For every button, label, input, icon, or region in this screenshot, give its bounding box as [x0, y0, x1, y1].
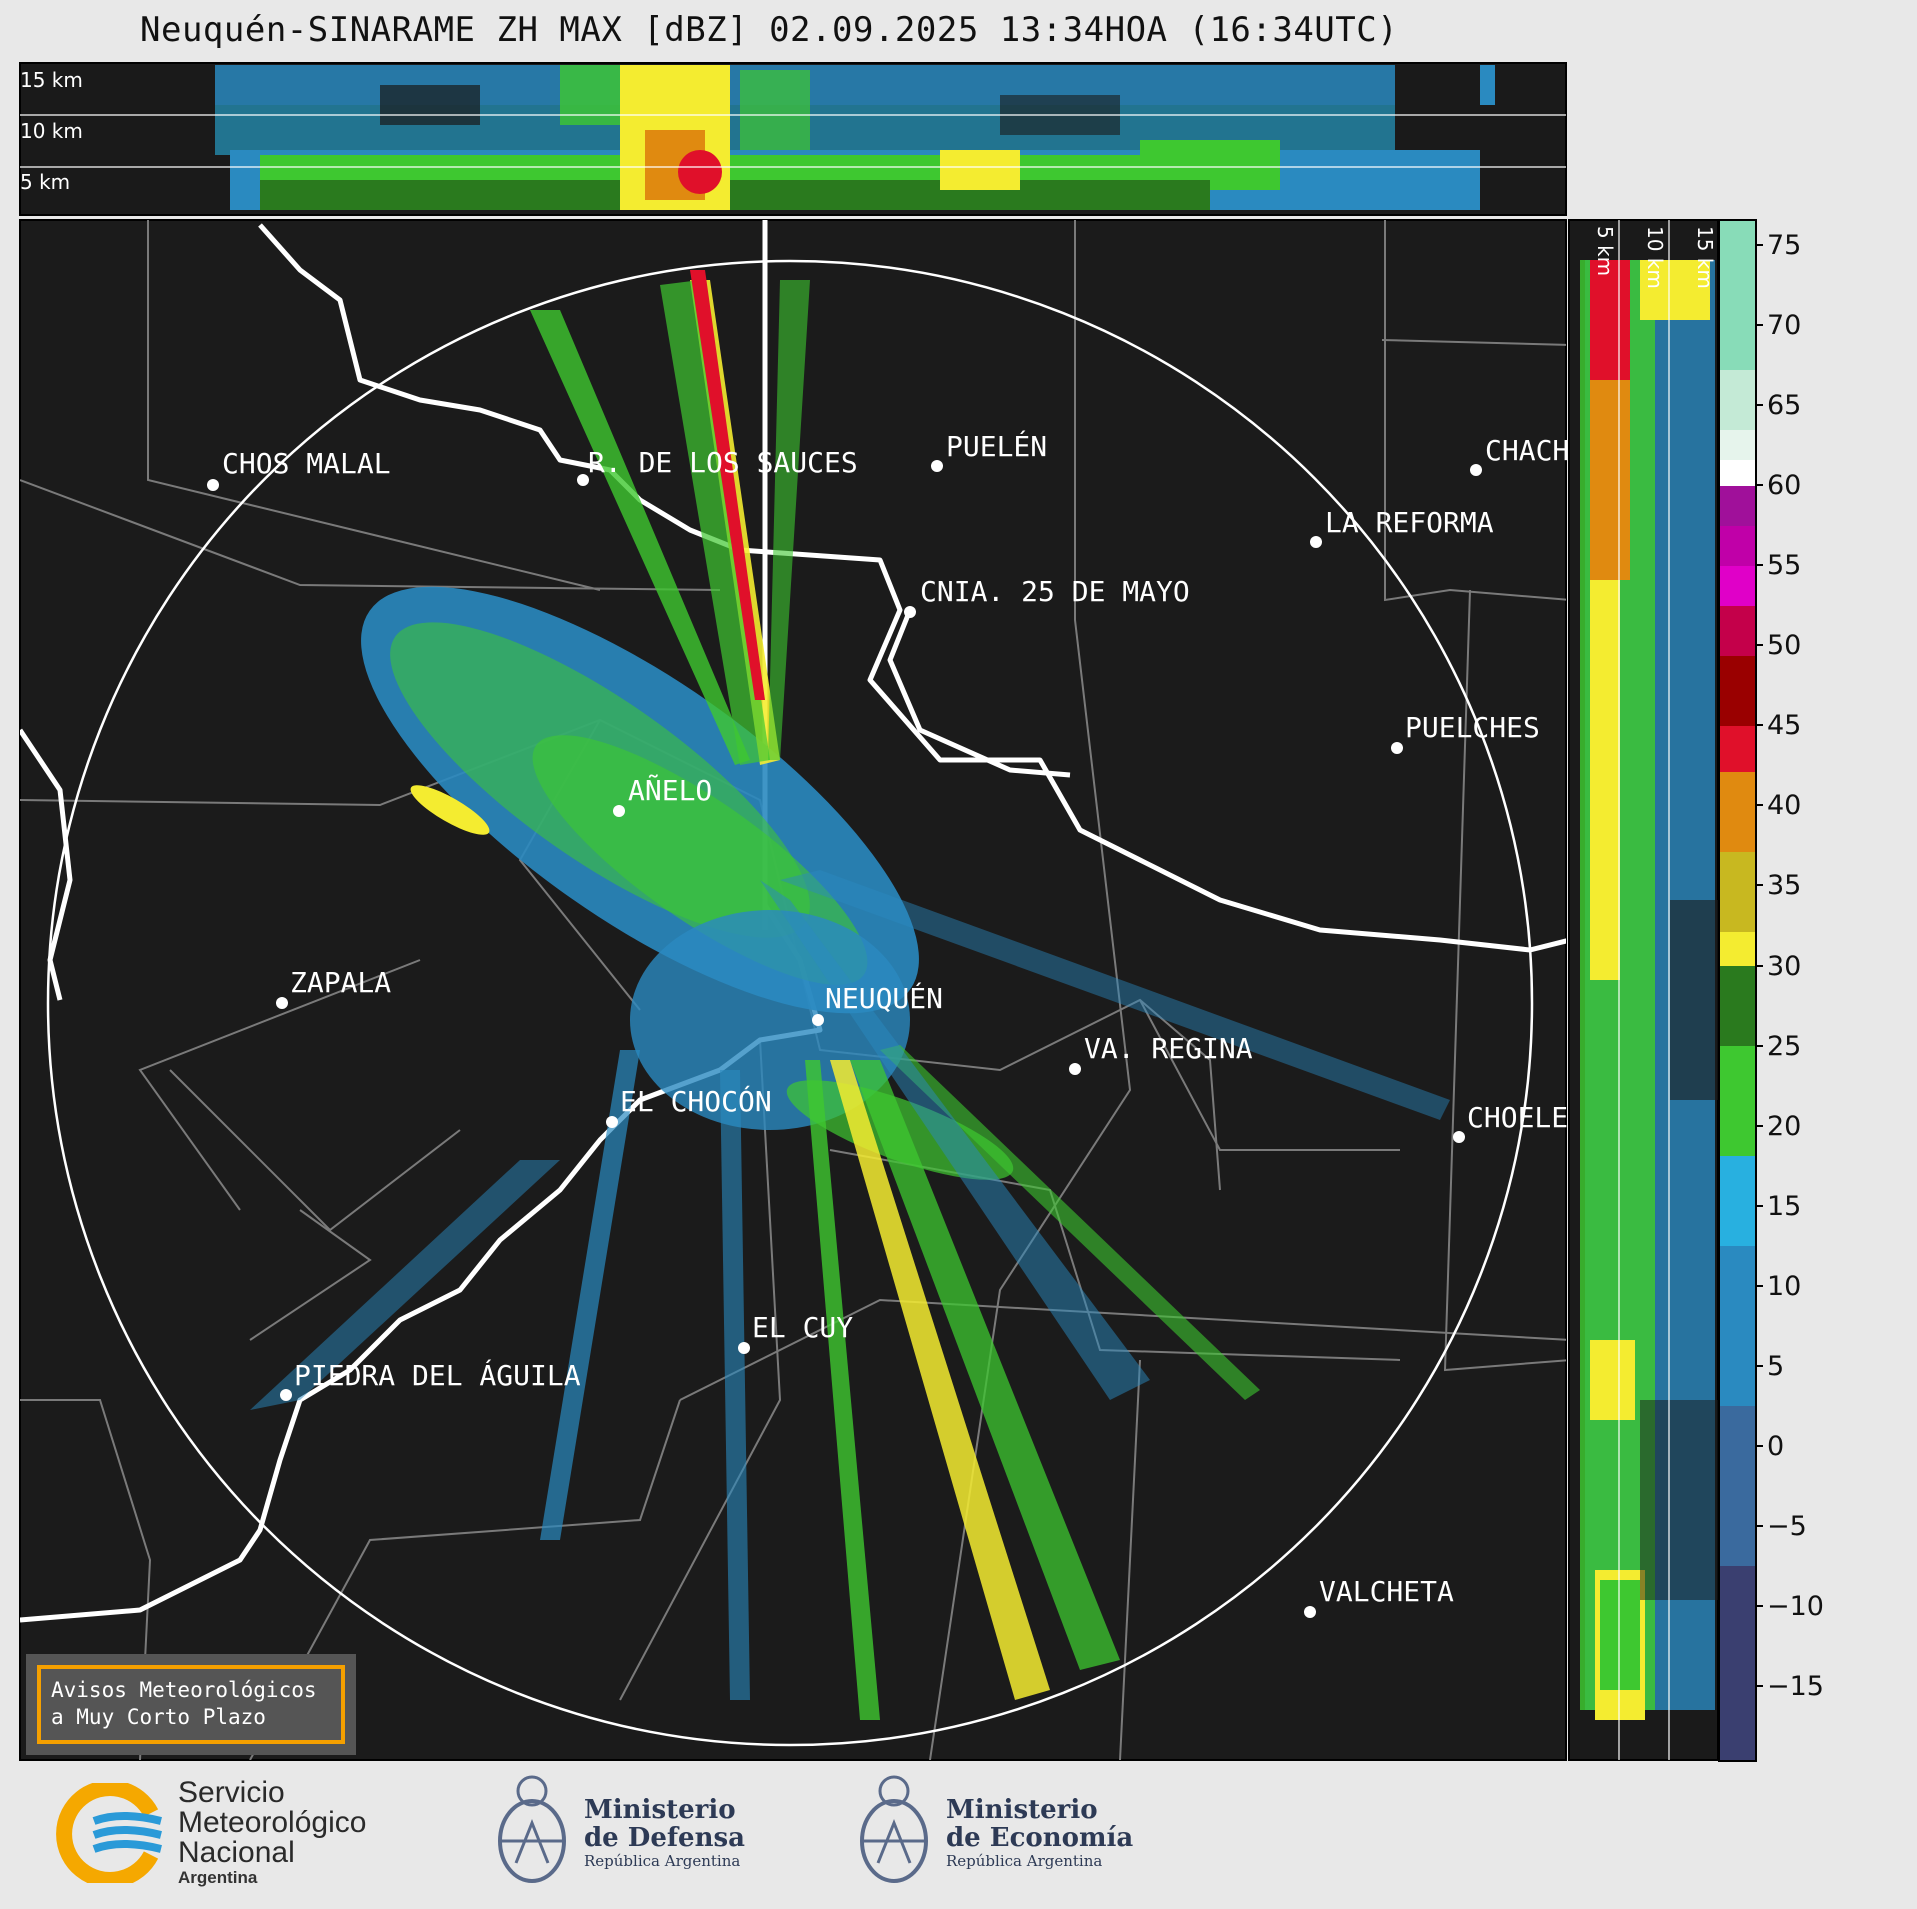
svg-text:VA. REGINA: VA. REGINA — [1084, 1032, 1253, 1065]
colorbar-tick-label: −15 — [1767, 1671, 1824, 1702]
svg-text:NEUQUÉN: NEUQUÉN — [825, 981, 943, 1015]
svg-text:LA REFORMA: LA REFORMA — [1325, 506, 1494, 539]
radar-map: CHOS MALAL R. DE LOS SAUCES PUELÉN CHACH… — [19, 219, 1569, 1761]
smn-line3: Nacional — [178, 1836, 295, 1869]
side-cross-section: 5 km 10 km 15 km — [1568, 219, 1719, 1761]
defensa-line2: de Defensa — [584, 1823, 745, 1853]
svg-text:AÑELO: AÑELO — [628, 773, 712, 807]
city-chachar: CHACH — [1470, 434, 1569, 476]
city-cnia-25-de-mayo: CNIA. 25 DE MAYO — [904, 575, 1190, 618]
city-zapala: ZAPALA — [276, 966, 391, 1009]
top-height-label: 15 km — [20, 68, 83, 92]
top-cross-section: 15 km 10 km 5 km — [19, 62, 1567, 216]
avisos-line2: a Muy Corto Plazo — [51, 1705, 266, 1729]
colorbar-tick-label: 50 — [1767, 630, 1801, 661]
city-anelo: AÑELO — [613, 773, 712, 817]
city-neuquen: NEUQUÉN — [812, 981, 943, 1026]
argentina-seal-icon — [498, 1775, 566, 1883]
colorbar-tick-label: 25 — [1767, 1031, 1801, 1062]
smn-line1: Servicio — [178, 1776, 285, 1809]
economia-logo: Ministerio de Economía República Argenti… — [856, 1768, 1133, 1898]
smn-line2: Meteorológico — [178, 1806, 367, 1839]
svg-text:CNIA. 25 DE MAYO: CNIA. 25 DE MAYO — [920, 575, 1190, 608]
colorbar: 75 70 65 60 55 50 45 40 35 30 25 20 15 1… — [1718, 219, 1824, 1762]
city-rincon-de-los-sauces: R. DE LOS SAUCES — [577, 446, 858, 486]
city-piedra-del-aguila: PIEDRA DEL ÁGUILA — [280, 1358, 581, 1401]
side-height-label: 10 km — [1643, 226, 1667, 289]
svg-text:CHACH: CHACH — [1485, 434, 1569, 467]
colorbar-tick-label: 10 — [1767, 1271, 1801, 1302]
smn-sub: Argentina — [178, 1868, 258, 1887]
colorbar-tick-label: 70 — [1767, 310, 1801, 341]
colorbar-tick-label: 15 — [1767, 1191, 1801, 1222]
avisos-line1: Avisos Meteorológicos — [51, 1678, 317, 1702]
colorbar-tick-label: 20 — [1767, 1111, 1801, 1142]
city-el-cuy: EL CUY — [738, 1311, 853, 1354]
colorbar-tick-label: −5 — [1767, 1511, 1807, 1542]
city-puelches: PUELCHES — [1391, 711, 1540, 754]
svg-text:CHOELE: CHOELE — [1467, 1101, 1568, 1134]
svg-text:PUELCHES: PUELCHES — [1405, 711, 1540, 744]
city-el-chocon: EL CHOCÓN — [606, 1084, 772, 1128]
city-valcheta: VALCHETA — [1304, 1575, 1454, 1618]
side-height-label: 5 km — [1593, 226, 1617, 276]
svg-text:R. DE LOS SAUCES: R. DE LOS SAUCES — [588, 446, 858, 479]
city-va-regina: VA. REGINA — [1069, 1032, 1253, 1075]
map-title: Neuquén-SINARAME ZH MAX [dBZ] 02.09.2025… — [140, 10, 1399, 50]
argentina-seal-icon — [860, 1775, 928, 1883]
colorbar-tick-label: 5 — [1767, 1351, 1784, 1382]
city-markers: CHOS MALAL R. DE LOS SAUCES PUELÉN CHACH… — [207, 429, 1569, 1618]
colorbar-tick-label: 60 — [1767, 470, 1801, 501]
defensa-sub: República Argentina — [584, 1852, 741, 1870]
defensa-line1: Ministerio — [584, 1795, 736, 1825]
economia-line1: Ministerio — [946, 1795, 1098, 1825]
city-puelen: PUELÉN — [931, 429, 1047, 472]
colorbar-tick-label: 65 — [1767, 390, 1801, 421]
smn-logo: Servicio Meteorológico Nacional Argentin… — [56, 1768, 366, 1898]
svg-text:PIEDRA DEL ÁGUILA: PIEDRA DEL ÁGUILA — [294, 1358, 581, 1392]
colorbar-tick-label: 55 — [1767, 550, 1801, 581]
svg-text:EL CHOCÓN: EL CHOCÓN — [620, 1084, 772, 1118]
economia-line2: de Economía — [946, 1823, 1134, 1853]
svg-text:EL CUY: EL CUY — [752, 1311, 853, 1344]
city-chos-malal: CHOS MALAL — [207, 447, 391, 491]
top-height-label: 10 km — [20, 119, 83, 143]
top-height-label: 5 km — [20, 170, 70, 194]
range-ring — [46, 259, 1534, 1747]
colorbar-tick-label: 45 — [1767, 710, 1801, 741]
svg-text:PUELÉN: PUELÉN — [946, 429, 1047, 463]
svg-text:ZAPALA: ZAPALA — [290, 966, 391, 999]
colorbar-tick-label: −10 — [1767, 1591, 1824, 1622]
colorbar-tick-label: 40 — [1767, 790, 1801, 821]
colorbar-tick-label: 0 — [1767, 1431, 1784, 1462]
economia-sub: República Argentina — [946, 1852, 1103, 1870]
colorbar-tick-label: 30 — [1767, 951, 1801, 982]
colorbar-tick-label: 35 — [1767, 870, 1801, 901]
city-choele-choel: CHOELE — [1453, 1101, 1568, 1143]
smn-emblem-icon — [56, 1783, 162, 1883]
defensa-logo: Ministerio de Defensa República Argentin… — [494, 1768, 745, 1898]
colorbar-tick-label: 75 — [1767, 230, 1801, 261]
svg-text:CHOS MALAL: CHOS MALAL — [222, 447, 391, 480]
svg-text:VALCHETA: VALCHETA — [1319, 1575, 1454, 1608]
city-la-reforma: LA REFORMA — [1310, 506, 1494, 548]
avisos-box: Avisos Meteorológicos a Muy Corto Plazo — [26, 1654, 356, 1755]
side-height-label: 15 km — [1693, 226, 1717, 289]
echo-field — [250, 270, 1450, 1720]
